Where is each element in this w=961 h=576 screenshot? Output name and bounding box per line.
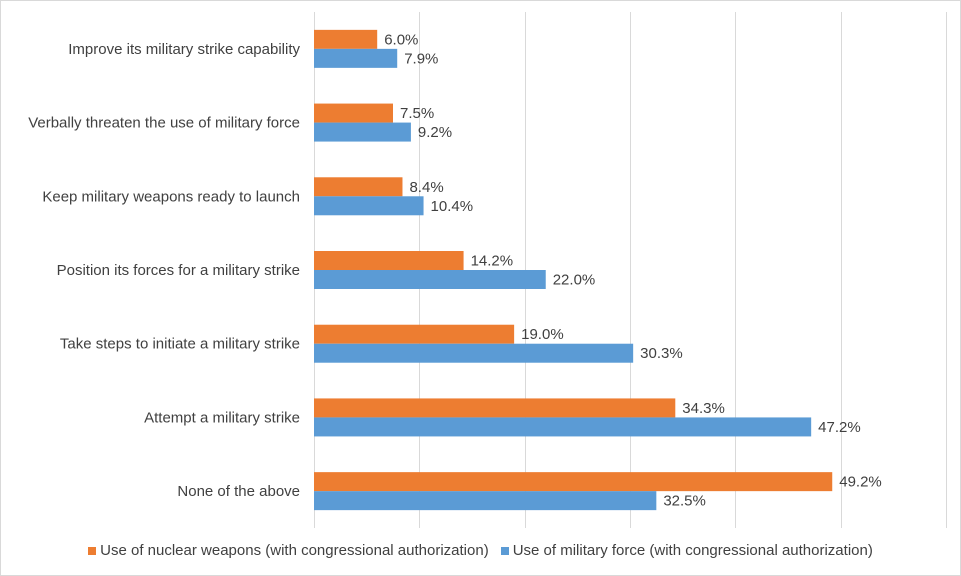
category-label: Attempt a military strike: [144, 409, 300, 426]
bar-military: [314, 196, 424, 216]
category-label: Position its forces for a military strik…: [57, 262, 300, 279]
legend: Use of nuclear weapons (with congression…: [0, 542, 961, 559]
bar-nuclear: [314, 29, 378, 49]
bar-nuclear: [314, 398, 676, 418]
bar-nuclear: [314, 103, 393, 123]
legend-item-nuclear: Use of nuclear weapons (with congression…: [88, 542, 489, 559]
category-labels: Improve its military strike capability Ve…: [28, 41, 300, 500]
data-label-military: 47.2%: [818, 419, 861, 436]
data-labels: 6.0% 7.9% 7.5% 9.2% 8.4% 10.4% 14.2% 22.0% 19.0%…: [384, 31, 882, 509]
gridlines: [314, 12, 947, 528]
bar-military: [314, 417, 812, 437]
bars: [314, 29, 833, 511]
bar-nuclear: [314, 251, 464, 270]
category-label: Verbally threaten the use of military fo…: [28, 115, 300, 132]
legend-label-nuclear: Use of nuclear weapons (with congression…: [100, 542, 489, 559]
category-label: Take steps to initiate a military strike: [60, 336, 300, 353]
bar-nuclear: [314, 177, 403, 197]
data-label-nuclear: 7.5%: [400, 105, 434, 122]
data-label-military: 32.5%: [663, 493, 706, 510]
bar-military: [314, 270, 546, 289]
data-label-nuclear: 6.0%: [384, 31, 418, 48]
data-label-military: 10.4%: [431, 198, 474, 215]
data-label-nuclear: 34.3%: [682, 400, 725, 417]
category-label: None of the above: [177, 483, 300, 500]
data-label-military: 22.0%: [553, 272, 596, 289]
legend-item-military: Use of military force (with congressiona…: [500, 542, 873, 559]
bar-nuclear: [314, 324, 515, 344]
category-label: Keep military weapons ready to launch: [42, 188, 300, 205]
data-label-military: 30.3%: [640, 345, 683, 362]
bar-military: [314, 343, 634, 363]
bar-military: [314, 48, 398, 68]
data-label-nuclear: 8.4%: [409, 179, 443, 196]
category-label: Improve its military strike capability: [68, 41, 300, 58]
bar-military: [314, 122, 411, 142]
data-label-nuclear: 14.2%: [471, 253, 514, 270]
data-label-nuclear: 19.0%: [521, 326, 564, 343]
data-label-military: 9.2%: [418, 124, 452, 141]
data-label-military: 7.9%: [404, 50, 438, 67]
legend-swatch-nuclear: [88, 546, 97, 555]
bar-military: [314, 491, 657, 511]
bar-nuclear: [314, 472, 833, 492]
legend-swatch-military: [500, 546, 509, 555]
data-label-nuclear: 49.2%: [839, 474, 882, 491]
legend-label-military: Use of military force (with congressiona…: [512, 542, 873, 559]
bar-chart: Improve its military strike capability Ve…: [28, 12, 947, 528]
